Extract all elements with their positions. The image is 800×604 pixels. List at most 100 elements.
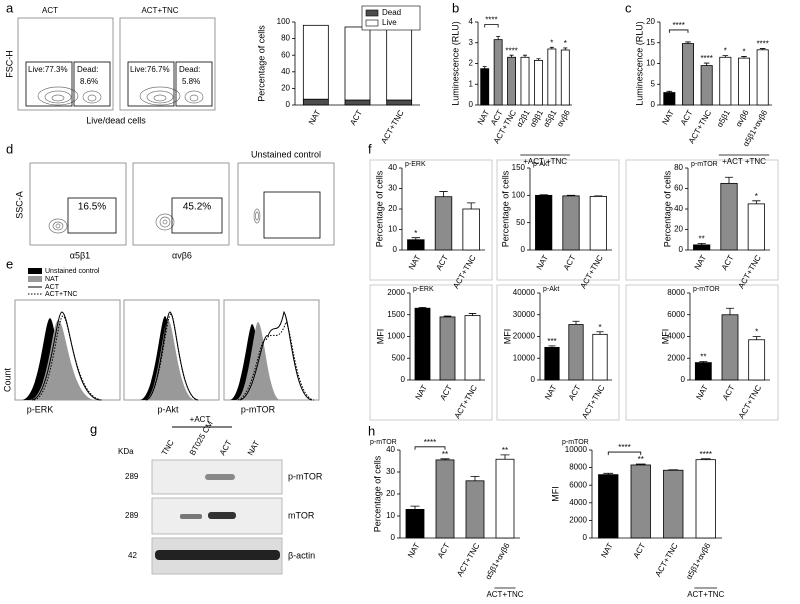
x-tick-label: ACT+TNC	[580, 383, 606, 420]
panel-label: c	[625, 0, 632, 15]
significance-label: ****	[424, 438, 436, 447]
error-bar	[440, 458, 450, 460]
plot-title: Unstained control	[251, 149, 321, 159]
x-tick-label: NAT	[406, 541, 422, 559]
bar	[695, 459, 716, 539]
blot-band	[205, 474, 235, 480]
bar	[663, 469, 684, 539]
y-tick-label: 10	[386, 511, 395, 520]
group-label: +ACT +TNC	[523, 157, 567, 166]
significance-label: *	[755, 328, 758, 337]
significance-label: *	[564, 39, 567, 48]
y-axis-label: MFI	[375, 329, 385, 345]
bar	[544, 346, 560, 381]
significance-label: *	[724, 47, 727, 56]
error-bar	[522, 54, 528, 58]
significance-label: ****	[700, 54, 712, 63]
y-tick-label: 5	[651, 79, 656, 88]
x-tick-label: NAT	[407, 253, 423, 271]
significance-label: **	[502, 446, 508, 455]
chart-title: p-mTOR	[691, 161, 718, 168]
panel-label: e	[6, 256, 13, 271]
y-tick-label: 40	[674, 204, 683, 213]
x-tick-label: ACT+TNC	[737, 383, 763, 420]
error-bar	[726, 307, 734, 315]
plot-frame	[119, 17, 216, 111]
legend-swatch	[365, 19, 379, 27]
error-bar	[549, 46, 554, 49]
x-tick-label: NAT	[660, 108, 676, 126]
y-tick-label: 0	[651, 100, 656, 109]
error-bar	[468, 313, 477, 316]
bar	[598, 474, 619, 539]
gate-label: Live:76.7%	[130, 65, 170, 74]
y-tick-label: 0	[469, 100, 474, 109]
y-axis-label: Percentage of cells	[500, 170, 510, 247]
bar-segment	[386, 26, 413, 101]
blot-band	[208, 512, 236, 519]
y-tick-label: 2000	[667, 353, 685, 362]
row-label: p-mTOR	[288, 471, 323, 481]
y-tick-label: 4	[469, 17, 474, 26]
y-tick-label: 150	[512, 163, 526, 172]
error-bar	[699, 361, 708, 363]
x-tick-label: α5β1	[542, 108, 559, 129]
y-tick-label: 6000	[667, 310, 685, 319]
lane-label: BT025 CM	[188, 419, 215, 457]
significance-label: **	[442, 450, 448, 459]
significance-label: ****	[485, 16, 497, 25]
row-label: mTOR	[288, 510, 315, 520]
panel-label: f	[368, 141, 372, 156]
panel-label: a	[6, 0, 14, 15]
x-tick-label: NAT	[535, 253, 551, 271]
gate-label: 8.6%	[80, 77, 98, 86]
histogram	[30, 320, 95, 400]
y-tick-label: 0	[679, 245, 684, 254]
lane-group-label: +ACT	[190, 415, 211, 424]
y-axis-label: Percentage of cells	[374, 170, 384, 247]
x-axis-label: Live/dead cells	[86, 115, 146, 125]
panel-label: g	[90, 421, 97, 436]
lane-label: TNC	[160, 438, 176, 457]
error-bar	[752, 336, 761, 340]
gate-label: Live:77.3%	[28, 65, 68, 74]
y-tick-label: 0	[391, 533, 396, 542]
significance-label: ****	[700, 450, 712, 459]
y-tick-label: 1000	[387, 332, 405, 341]
bar	[721, 314, 739, 381]
western-blot-g: +ACT KDa TNC BT025 CM ACT NAT 289 289 42…	[118, 415, 323, 575]
significance-label: *	[550, 38, 553, 47]
y-axis-label: SSC-A	[14, 191, 24, 219]
y-tick-label: 30000	[513, 310, 536, 319]
x-tick-label: ACT	[436, 541, 452, 559]
x-tick-label: ACT	[562, 253, 578, 271]
bar	[520, 56, 530, 106]
error-bar	[700, 458, 711, 460]
x-tick-label: NAT	[476, 108, 492, 126]
x-tick-label: NAT	[307, 108, 323, 126]
bar	[592, 333, 608, 381]
significance-bracket	[414, 446, 446, 450]
bar	[719, 56, 732, 106]
y-tick-label: 50	[516, 218, 525, 227]
bar	[534, 59, 543, 106]
bar	[480, 68, 490, 106]
y-axis-label: FSC-H	[4, 50, 14, 78]
bar	[682, 43, 695, 106]
x-tick-label: αvβ6	[734, 108, 751, 128]
x-tick-label: NAT	[543, 383, 559, 401]
panel-f-frames	[369, 159, 779, 421]
bar	[435, 459, 455, 539]
chart-title: p-ERK	[413, 286, 434, 293]
y-axis-label: Percentage of cells	[256, 25, 266, 102]
significance-label: **	[638, 455, 644, 464]
error-bar	[418, 306, 427, 309]
y-tick-label: 0	[583, 533, 588, 542]
y-tick-label: 80	[281, 34, 290, 43]
y-tick-label: 10000	[513, 353, 536, 362]
error-bar	[685, 41, 691, 44]
group-label: ACT+TNC	[486, 590, 523, 599]
blot-band	[155, 550, 280, 560]
y-axis-label: Percentage of cells	[372, 455, 382, 532]
y-tick-label: 60	[281, 50, 290, 59]
